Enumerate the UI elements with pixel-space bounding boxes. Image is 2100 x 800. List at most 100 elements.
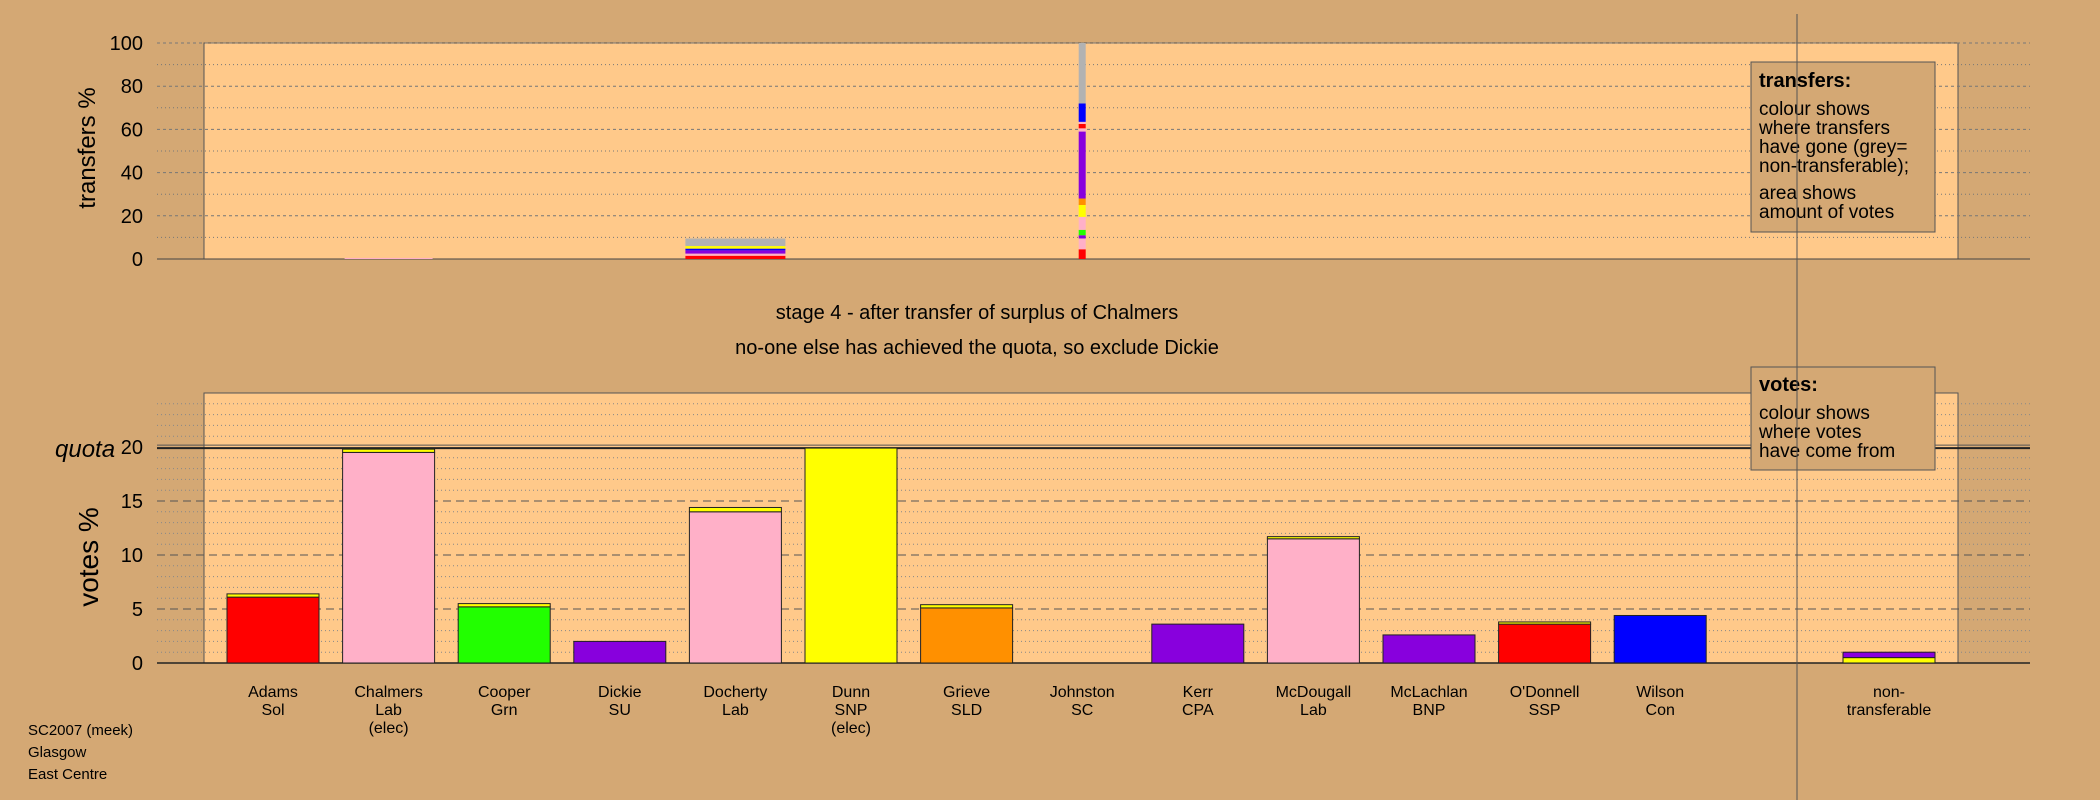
candidate-label: Lab	[1300, 702, 1327, 719]
candidate-label: Grn	[491, 702, 518, 719]
transfers-y-tick-label: 100	[110, 33, 143, 55]
transfers-y-tick-label: 20	[121, 206, 143, 228]
non-transferable-label: transferable	[1847, 702, 1932, 719]
transfer-segment	[1078, 229, 1086, 236]
votes-legend-line: where votes	[1758, 422, 1861, 443]
candidate-label: Cooper	[478, 684, 531, 701]
transfer-segment	[685, 248, 786, 251]
vote-bar	[920, 607, 1014, 664]
transfers-axis-label: transfers %	[74, 87, 101, 208]
transfer-segment	[685, 238, 786, 247]
transfer-segment	[1078, 124, 1086, 129]
footer-ward: East Centre	[28, 766, 107, 783]
candidate-label: Sol	[261, 702, 284, 719]
transfer-segment	[1078, 103, 1086, 122]
vote-bar	[573, 640, 667, 664]
non-transferable-segment	[1842, 651, 1936, 659]
candidate-label: Grieve	[943, 684, 990, 701]
stage-decision: no-one else has achieved the quota, so e…	[735, 337, 1219, 359]
quota-label: quota	[55, 436, 115, 463]
votes-y-tick-label: 20	[121, 437, 143, 459]
candidate-label: Kerr	[1183, 684, 1214, 701]
transfers-legend-line: where transfers	[1758, 118, 1890, 139]
transfers-gridlines	[157, 42, 2030, 260]
votes-y-tick-label: 15	[121, 491, 143, 513]
transfer-segment	[685, 253, 786, 256]
votes-y-tick-label: 5	[132, 599, 143, 621]
candidate-label: McDougall	[1276, 684, 1352, 701]
candidate-label: (elec)	[369, 720, 409, 737]
votes-y-ticks: 0 5 10 15 20	[121, 437, 143, 675]
vote-bar-transfer	[688, 506, 782, 513]
transfers-legend-line: amount of votes	[1759, 202, 1894, 223]
candidate-label: McLachlan	[1390, 684, 1467, 701]
vote-bar-transfer	[226, 593, 320, 598]
candidate-label: O'Donnell	[1510, 684, 1580, 701]
candidate-label: CPA	[1182, 702, 1214, 719]
transfers-legend-line: colour shows	[1759, 99, 1870, 120]
vote-bar	[342, 451, 436, 664]
vote-bar-transfer	[342, 448, 436, 453]
transfers-y-tick-label: 40	[121, 163, 143, 185]
votes-legend-line: colour shows	[1759, 403, 1870, 424]
candidate-label: Wilson	[1636, 684, 1684, 701]
candidate-label: SSP	[1529, 702, 1561, 719]
stage-description: stage 4 - after transfer of surplus of C…	[776, 302, 1178, 324]
transfer-segment	[1078, 121, 1086, 124]
candidate-label: Chalmers	[354, 684, 422, 701]
candidate-label: Lab	[722, 702, 749, 719]
vote-bar	[1498, 623, 1592, 664]
votes-bars	[226, 447, 1936, 664]
votes-axis-label: votes %	[73, 507, 104, 607]
transfers-y-tick-label: 60	[121, 119, 143, 141]
transfer-segment	[1078, 198, 1086, 205]
non-transferable-label: non-	[1873, 684, 1905, 701]
transfers-legend-title: transfers:	[1759, 70, 1851, 92]
transfers-bars	[344, 43, 1086, 259]
vote-bar	[457, 606, 551, 664]
transfers-y-tick-label: 0	[132, 249, 143, 271]
candidate-label: Dunn	[832, 684, 870, 701]
transfer-segment	[685, 246, 786, 249]
footer-region: Glasgow	[28, 744, 87, 761]
transfer-segment	[1078, 131, 1086, 199]
non-transferable-segment	[1842, 657, 1936, 664]
candidate-label: Docherty	[703, 684, 767, 701]
candidate-label: SLD	[951, 702, 982, 719]
vote-bar-transfer	[1266, 536, 1360, 540]
candidate-label: Dickie	[598, 684, 642, 701]
transfers-legend-line: non-transferable);	[1759, 156, 1909, 177]
candidate-label: Johnston	[1050, 684, 1115, 701]
transfers-y-tick-label: 80	[121, 76, 143, 98]
votes-gridlines	[157, 403, 2030, 664]
candidate-label: Lab	[375, 702, 402, 719]
votes-legend-line: have come from	[1759, 441, 1895, 462]
transfer-segment	[1078, 128, 1086, 132]
transfer-segment	[1078, 205, 1086, 217]
vote-bar-transfer	[1498, 621, 1592, 625]
vote-bar	[804, 447, 898, 664]
transfer-segment	[1078, 249, 1086, 259]
transfer-segment	[344, 257, 433, 259]
vote-bar	[1266, 538, 1360, 664]
transfers-legend-line: area shows	[1759, 183, 1856, 204]
vote-bar	[688, 511, 782, 664]
candidate-label: Con	[1646, 702, 1675, 719]
vote-bar	[1151, 623, 1245, 664]
vote-bar-transfer	[457, 603, 551, 608]
candidate-label: SNP	[835, 702, 868, 719]
transfer-segment	[1078, 43, 1086, 104]
votes-x-labels: AdamsSolChalmersLab(elec)CooperGrnDickie…	[248, 684, 1931, 737]
votes-legend: votes: colour shows where votes have com…	[1750, 366, 1936, 471]
vote-bar	[1613, 614, 1707, 664]
vote-bar	[1382, 634, 1476, 664]
transfer-segment	[1078, 216, 1086, 230]
transfer-segment	[685, 255, 786, 259]
transfers-y-ticks: 0 20 40 60 80 100	[110, 33, 143, 271]
transfer-segment	[1078, 235, 1086, 239]
transfer-segment	[685, 250, 786, 254]
candidate-label: SU	[609, 702, 631, 719]
candidate-label: Adams	[248, 684, 298, 701]
transfers-legend-line: have gone (grey=	[1759, 137, 1907, 158]
